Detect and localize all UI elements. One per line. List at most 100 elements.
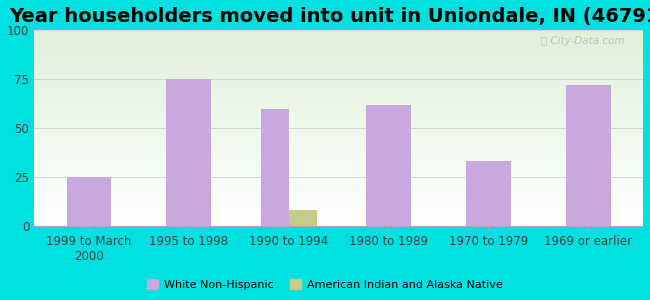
Bar [34,105,643,106]
Bar [34,206,643,207]
Bar [34,123,643,124]
Bar [34,59,643,60]
Bar [34,195,643,196]
Bar [34,119,643,120]
Bar [34,64,643,65]
Bar [34,181,643,182]
Bar [34,118,643,119]
Bar [34,219,643,220]
Bar [34,55,643,56]
Bar [34,133,643,134]
Bar [289,210,317,226]
Bar [34,194,643,195]
Bar [34,209,643,210]
Bar [34,128,643,129]
Bar [34,157,643,158]
Bar [34,44,643,45]
Bar [34,160,643,161]
Bar [34,88,643,89]
Bar [34,65,643,67]
Bar [34,158,643,160]
Bar [34,125,643,126]
Bar [34,37,643,38]
Bar [34,135,643,136]
Bar [34,98,643,99]
Bar [34,185,643,186]
Bar [34,165,643,166]
Bar [34,184,643,185]
Bar [34,103,643,104]
Bar [34,63,643,64]
Bar [34,90,643,91]
Bar [34,179,643,180]
Bar [34,51,643,52]
Bar [34,188,643,189]
Bar [34,192,643,193]
Bar [34,162,643,164]
Bar [34,150,643,151]
Bar [34,52,643,53]
Bar [34,172,643,173]
Bar [34,48,643,49]
Bar [34,46,643,47]
Bar [34,211,643,212]
Bar [34,127,643,128]
Bar [34,83,643,84]
Bar [34,132,643,133]
Bar [34,97,643,98]
Bar [34,86,643,87]
Bar [34,116,643,117]
Bar [34,137,643,138]
Bar [34,210,643,211]
Bar [34,176,643,177]
Bar [34,180,643,181]
Bar [34,197,643,198]
Bar [34,169,643,170]
Bar [34,58,643,59]
Bar [34,215,643,216]
Bar [34,202,643,203]
Bar [34,113,643,115]
Bar [34,115,643,116]
Bar [34,177,643,178]
Bar [34,67,643,68]
Bar [34,56,643,57]
Bar [34,216,643,217]
Bar [34,131,643,132]
Bar [34,136,643,137]
Bar [34,79,643,80]
Bar [34,129,643,130]
Bar [34,112,643,113]
Bar [34,139,643,140]
Bar [34,141,643,142]
Text: ⓘ City-Data.com: ⓘ City-Data.com [541,36,625,46]
Bar [34,152,643,153]
Bar [34,167,643,168]
Bar [34,45,643,46]
Bar [34,212,643,213]
Bar [34,120,643,121]
Bar [34,175,643,176]
Bar [34,217,643,218]
Bar [34,57,643,58]
Bar [566,85,610,226]
Bar [34,80,643,81]
Bar [34,218,643,219]
Bar [34,147,643,148]
Bar [34,109,643,110]
Bar [34,213,643,214]
Bar [34,122,643,123]
Bar [34,36,643,37]
Legend: White Non-Hispanic, American Indian and Alaska Native: White Non-Hispanic, American Indian and … [143,275,507,294]
Bar [34,174,643,175]
Bar [34,75,643,76]
Bar [166,79,211,226]
Bar [34,106,643,108]
Bar [34,160,643,161]
Bar [34,149,643,150]
Bar [34,69,643,70]
Bar [34,199,643,200]
Bar [34,182,643,183]
Bar [34,198,643,199]
Bar [34,126,643,127]
